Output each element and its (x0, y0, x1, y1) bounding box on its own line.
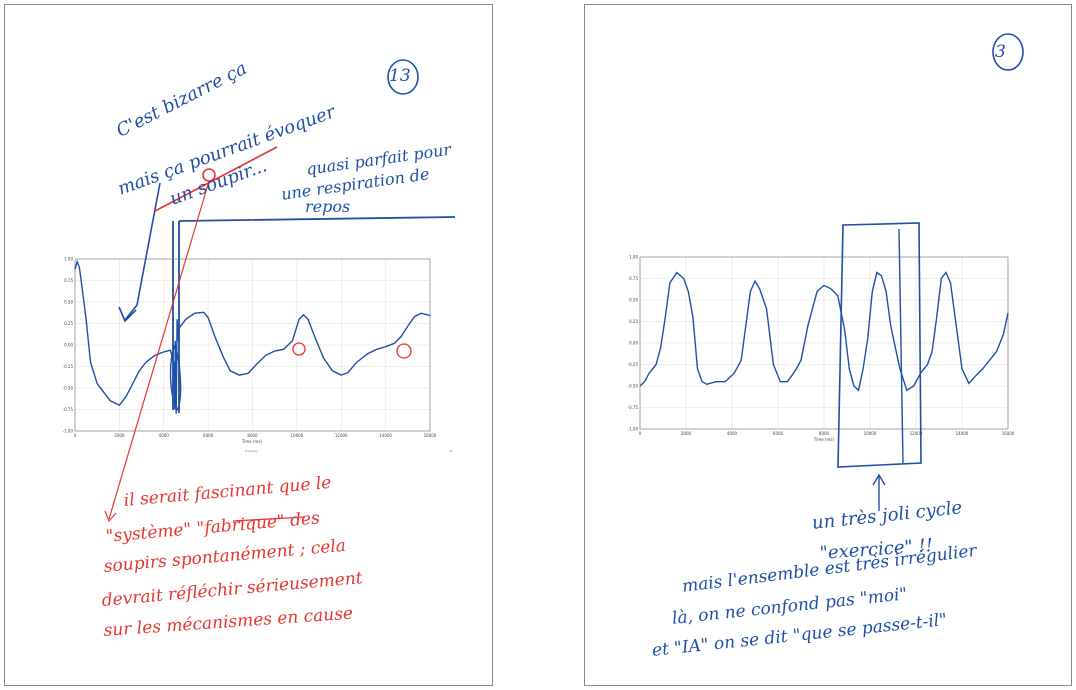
right-chart-y-tick-label: 0.00 (629, 341, 638, 346)
note-rest-line-3: repos (305, 197, 351, 216)
left-chart-x-tick-label: 8000 (247, 433, 258, 438)
right-chart-y-tick-label: -0.25 (628, 362, 639, 367)
left-chart-x-tick-label: 12000 (335, 433, 348, 438)
right-chart-x-tick-label: 2000 (681, 431, 692, 436)
right-chart-x-tick-label: 10000 (864, 431, 877, 436)
left-chart-x-tick-label: 16000 (424, 433, 437, 438)
right-chart-y-tick-label: 0.25 (629, 319, 638, 324)
left-chart-footer-right: 11 (449, 449, 453, 453)
left-chart-y-tick-label: -1.00 (63, 429, 74, 434)
right-chart-y-tick-label: -0.50 (628, 384, 639, 389)
right-chart-x-tick-label: 6000 (773, 431, 784, 436)
left-chart-x-tick-label: 2000 (114, 433, 125, 438)
left-chart-x-tick-label: 14000 (379, 433, 392, 438)
right-chart-y-tick-label: -1.00 (628, 427, 639, 432)
left-chart-grid (74, 258, 431, 432)
note-red-line-1: il serait fascinant que le (123, 472, 333, 511)
left-chart: 0 2000 4000 6000 8000 10000 12000 14000 16000 1.… (60, 255, 440, 455)
left-chart-x-tick-label: 0 (74, 433, 77, 438)
right-chart-svg: 0 2000 4000 6000 8000 10000 12000 14000 16000 1.… (628, 255, 1015, 443)
left-chart-y-tick-label: 0.25 (64, 321, 73, 326)
left-page-number: 13 (389, 66, 411, 86)
right-chart-x-tick-label: 14000 (956, 431, 969, 436)
right-chart: 0 2000 4000 6000 8000 10000 12000 14000 16000 1.… (625, 253, 1015, 453)
left-chart-footer-left: Trimotyy (245, 449, 258, 453)
right-chart-y-ticks: 1.00 0.75 0.50 0.25 0.00 -0.25 -0.50 -0.75 -1.00 (628, 255, 639, 432)
cycle-arrow-head (872, 473, 886, 486)
right-chart-y-tick-label: 0.75 (629, 276, 638, 281)
right-chart-x-tick-label: 12000 (910, 431, 923, 436)
right-page: 0 2000 4000 6000 8000 10000 12000 14000 16000 1.… (584, 4, 1072, 686)
left-page: 0 2000 4000 6000 8000 10000 12000 14000 16000 1.… (4, 4, 493, 686)
left-chart-y-tick-label: -0.50 (63, 386, 74, 391)
right-chart-y-tick-label: -0.75 (628, 405, 639, 410)
note-sigh-line-1: C'est bizarre ça (113, 57, 251, 142)
left-chart-xlabel: Time (ms) (241, 439, 263, 444)
right-chart-xlabel: Time (ms) (813, 437, 835, 442)
right-chart-y-tick-label: 1.00 (629, 255, 638, 260)
right-chart-frame (639, 256, 1009, 430)
right-chart-series (639, 271, 1009, 392)
right-chart-x-ticks: 0 2000 4000 6000 8000 10000 12000 14000 16000 (639, 431, 1015, 436)
note-cycle-line-1: un très joli cycle (811, 497, 964, 534)
right-chart-x-tick-label: 8000 (819, 431, 830, 436)
left-chart-y-tick-label: 0.00 (64, 343, 73, 348)
right-chart-y-tick-label: 0.50 (629, 298, 638, 303)
left-chart-x-tick-label: 6000 (203, 433, 214, 438)
note-red-line-5: sur les mécanismes en cause (103, 603, 354, 641)
left-chart-y-tick-label: 0.75 (64, 278, 73, 283)
left-chart-x-tick-label: 4000 (159, 433, 170, 438)
left-chart-x-ticks: 0 2000 4000 6000 8000 10000 12000 14000 16000 (74, 433, 437, 438)
left-chart-svg: 0 2000 4000 6000 8000 10000 12000 14000 16000 1.… (63, 257, 437, 445)
left-chart-y-ticks: 1.00 0.75 0.50 0.25 0.00 -0.25 -0.50 -0.75 -1.00 (63, 257, 74, 434)
left-chart-y-tick-label: 1.00 (64, 257, 73, 262)
left-chart-y-tick-label: -0.75 (63, 407, 74, 412)
right-chart-x-tick-label: 0 (639, 431, 642, 436)
right-chart-x-tick-label: 4000 (727, 431, 738, 436)
left-chart-x-tick-label: 10000 (291, 433, 304, 438)
right-page-number: 3 (995, 42, 1006, 62)
left-chart-y-tick-label: 0.50 (64, 300, 73, 305)
red-link-arrow (104, 510, 117, 523)
right-chart-x-tick-label: 16000 (1002, 431, 1015, 436)
left-chart-y-tick-label: -0.25 (63, 364, 74, 369)
